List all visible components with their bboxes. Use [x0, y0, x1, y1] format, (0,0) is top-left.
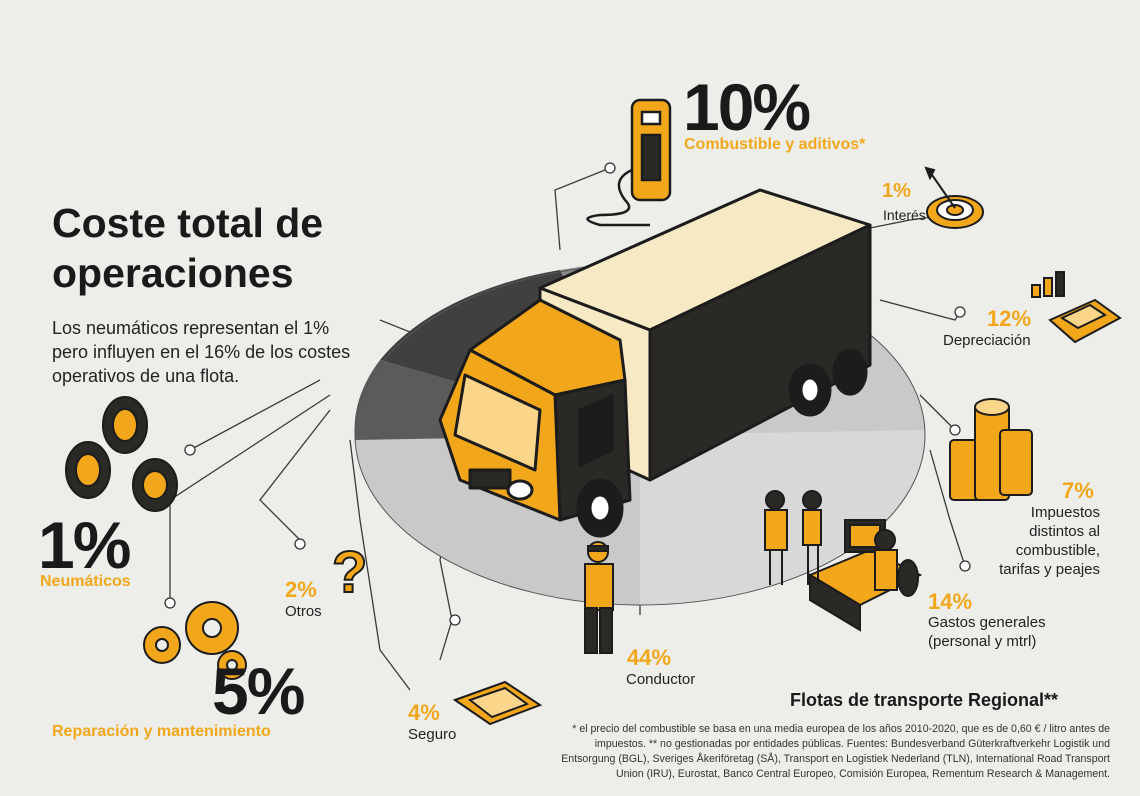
impuestos-label-line: tarifas y peajes	[999, 561, 1100, 578]
connector-dots	[164, 162, 974, 626]
reparacion-label: Reparación y mantenimiento	[52, 723, 271, 740]
depreciacion-percent: 12%	[987, 306, 1032, 331]
neumaticos-label: Neumáticos	[40, 573, 131, 590]
conductor-percent: 44%	[627, 645, 672, 670]
otros-label: Otros	[285, 603, 322, 620]
target-icon	[924, 166, 984, 229]
fuel-pump-icon	[586, 98, 672, 227]
otros-percent: 2%	[285, 577, 317, 602]
question-mark-icon: ?	[331, 539, 368, 606]
seguro-label: Seguro	[408, 726, 457, 743]
reparacion-percent: 5%	[212, 654, 305, 728]
insurance-document-icon	[452, 680, 543, 726]
coin-stacks-icon	[949, 398, 1033, 501]
gastos-label-line: (personal y mtrl)	[928, 633, 1037, 650]
footnote: * el precio del combustible se basa en u…	[561, 723, 1110, 780]
page-title: Coste total de operaciones	[52, 200, 324, 296]
interes-label: Interés	[883, 207, 926, 223]
gastos-label: Gastos generales (personal y mtrl)	[928, 613, 1046, 651]
seguro-percent: 4%	[408, 700, 440, 725]
impuestos-label: Impuestos distintos al combustible, tari…	[990, 503, 1100, 579]
combustible-label: Combustible y aditivos*	[684, 136, 866, 153]
depreciacion-label: Depreciación	[943, 332, 1031, 349]
svg-text:?: ?	[332, 540, 367, 605]
impuestos-label-line: Impuestos	[1030, 504, 1100, 521]
calculator-icon	[1031, 271, 1122, 344]
interes-percent: 1%	[882, 180, 911, 202]
gastos-label-line: Gastos generales	[928, 614, 1046, 631]
footer-title: Flotas de transporte Regional**	[790, 690, 1059, 710]
conductor-label: Conductor	[626, 671, 696, 688]
truck-illustration	[438, 188, 872, 538]
gastos-percent: 14%	[928, 589, 973, 614]
impuestos-label-line: combustible,	[1015, 542, 1100, 559]
gears-icon	[143, 601, 247, 680]
office-workers-icon	[764, 490, 923, 632]
impuestos-label-line: distintos al	[1029, 523, 1100, 540]
impuestos-percent: 7%	[1062, 478, 1094, 503]
intro-text: Los neumáticos representan el 1% pero in…	[52, 318, 351, 386]
tires-icon	[65, 396, 178, 512]
combustible-percent: 10%	[683, 70, 811, 144]
neumaticos-percent: 1%	[38, 508, 131, 582]
driver-icon	[584, 541, 614, 654]
